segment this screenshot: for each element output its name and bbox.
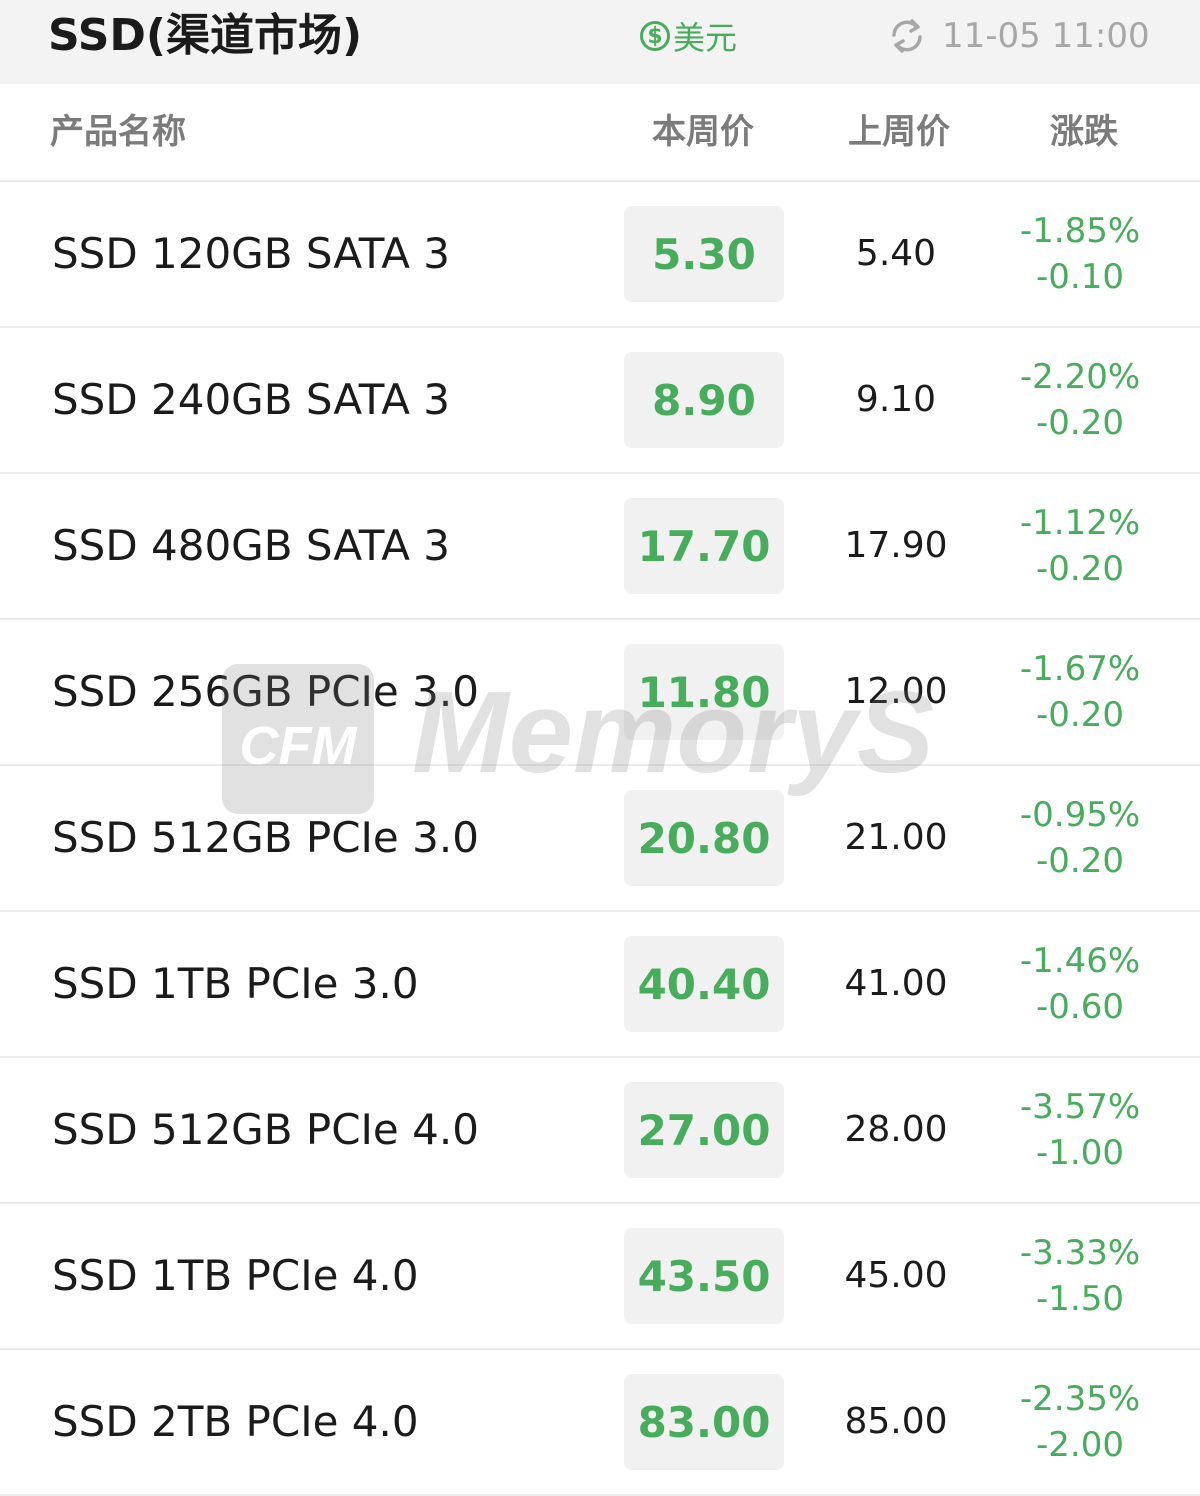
change-amount: -0.20: [1036, 549, 1124, 589]
column-header-product[interactable]: 产品名称: [50, 112, 186, 152]
this-week-price: 8.90: [624, 352, 784, 448]
this-week-price: 20.80: [624, 790, 784, 886]
timestamp-text: 11-05 11:00: [942, 16, 1150, 56]
currency-label: 美元: [673, 19, 738, 57]
product-name: SSD 512GB PCIe 4.0: [52, 1105, 479, 1154]
last-week-price: 12.00: [844, 671, 948, 712]
change-amount: -0.10: [1036, 257, 1124, 297]
table-row[interactable]: SSD 480GB SATA 3 17.70 17.90 -1.12% -0.20: [0, 474, 1200, 620]
change-percent: -1.46%: [1019, 941, 1141, 981]
table-row[interactable]: SSD 2TB PCIe 4.0 83.00 85.00 -2.35% -2.00: [0, 1350, 1200, 1496]
table-row[interactable]: SSD 1TB PCIe 4.0 43.50 45.00 -3.33% -1.50: [0, 1204, 1200, 1350]
table-row[interactable]: SSD 1TB PCIe 3.0 40.40 41.00 -1.46% -0.60: [0, 912, 1200, 1058]
product-name: SSD 120GB SATA 3: [52, 229, 450, 278]
table-row[interactable]: SSD 512GB PCIe 3.0 20.80 21.00 -0.95% -0.20: [0, 766, 1200, 912]
change-percent: -2.20%: [1019, 357, 1141, 397]
product-name: SSD 256GB PCIe 3.0: [52, 667, 479, 716]
change-amount: -0.20: [1036, 695, 1124, 735]
change-percent: -1.85%: [1019, 211, 1141, 251]
table-row[interactable]: SSD 256GB PCIe 3.0 11.80 12.00 -1.67% -0.20: [0, 620, 1200, 766]
currency-toggle[interactable]: $ 美元: [640, 16, 738, 57]
change-amount: -1.50: [1036, 1279, 1124, 1319]
product-name: SSD 1TB PCIe 4.0: [52, 1251, 419, 1300]
change-percent: -3.57%: [1019, 1087, 1141, 1127]
change-amount: -0.60: [1036, 987, 1124, 1027]
change-percent: -1.12%: [1019, 503, 1141, 543]
this-week-price: 17.70: [624, 498, 784, 594]
change-amount: -1.00: [1036, 1133, 1124, 1173]
table-row[interactable]: SSD 512GB PCIe 4.0 27.00 28.00 -3.57% -1.00: [0, 1058, 1200, 1204]
page-title: SSD(渠道市场): [48, 10, 363, 61]
change-percent: -2.35%: [1019, 1379, 1141, 1419]
dollar-circle-icon: $: [640, 21, 670, 51]
product-name: SSD 2TB PCIe 4.0: [52, 1397, 419, 1446]
change-percent: -3.33%: [1019, 1233, 1141, 1273]
this-week-price: 83.00: [624, 1374, 784, 1470]
change-percent: -1.67%: [1019, 649, 1141, 689]
last-week-price: 28.00: [844, 1109, 948, 1150]
change-amount: -0.20: [1036, 841, 1124, 881]
last-week-price: 45.00: [844, 1255, 948, 1296]
last-week-price: 5.40: [855, 233, 937, 274]
product-name: SSD 480GB SATA 3: [52, 521, 450, 570]
this-week-price: 11.80: [624, 644, 784, 740]
product-name: SSD 1TB PCIe 3.0: [52, 959, 419, 1008]
column-header-this-week[interactable]: 本周价: [652, 112, 754, 152]
top-bar: SSD(渠道市场) $ 美元 11-05 11:00: [0, 0, 1200, 84]
change-amount: -0.20: [1036, 403, 1124, 443]
product-name: SSD 240GB SATA 3: [52, 375, 450, 424]
table-row[interactable]: SSD 120GB SATA 3 5.30 5.40 -1.85% -0.10: [0, 182, 1200, 328]
product-name: SSD 512GB PCIe 3.0: [52, 813, 479, 862]
last-week-price: 9.10: [855, 379, 937, 420]
refresh-icon[interactable]: [886, 15, 928, 57]
this-week-price: 43.50: [624, 1228, 784, 1324]
this-week-price: 40.40: [624, 936, 784, 1032]
change-amount: -2.00: [1036, 1425, 1124, 1465]
this-week-price: 27.00: [624, 1082, 784, 1178]
last-week-price: 41.00: [844, 963, 948, 1004]
last-week-price: 17.90: [844, 525, 948, 566]
this-week-price: 5.30: [624, 206, 784, 302]
column-header-change[interactable]: 涨跌: [1050, 112, 1118, 152]
column-header-last-week[interactable]: 上周价: [848, 112, 950, 152]
table-header: 产品名称 本周价 上周价 涨跌: [0, 84, 1200, 182]
last-week-price: 21.00: [844, 817, 948, 858]
table-row[interactable]: SSD 240GB SATA 3 8.90 9.10 -2.20% -0.20: [0, 328, 1200, 474]
update-time: 11-05 11:00: [886, 14, 1150, 58]
last-week-price: 85.00: [844, 1401, 948, 1442]
change-percent: -0.95%: [1019, 795, 1141, 835]
